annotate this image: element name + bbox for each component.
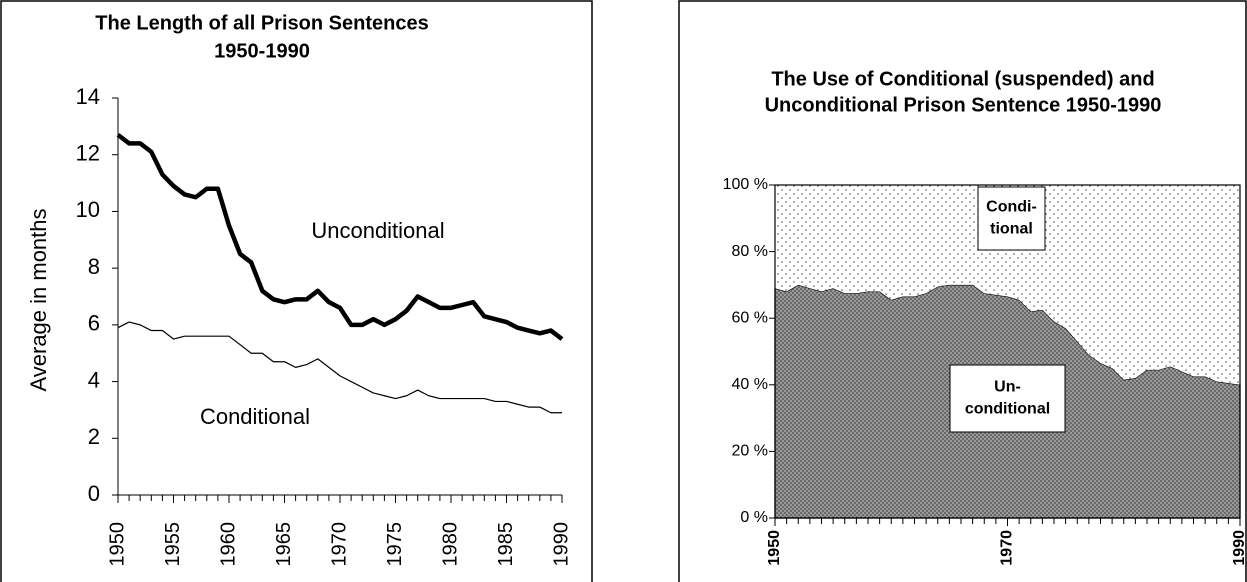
- y-tick-label: 10: [76, 197, 100, 222]
- y-tick-label: 2: [88, 424, 100, 449]
- y-tick-label: 40 %: [732, 376, 768, 393]
- chart-title: The Use of Conditional (suspended) and: [771, 68, 1154, 90]
- chart-title: 1950-1990: [214, 40, 310, 62]
- y-tick-label: 0 %: [740, 509, 768, 526]
- area-label-box: [949, 364, 1066, 433]
- x-tick-label: 1950: [766, 530, 783, 566]
- x-tick-label: 1975: [384, 522, 406, 567]
- y-tick-label: 8: [88, 254, 100, 279]
- legend-label: Unconditional: [311, 218, 444, 243]
- chart-title: The Length of all Prison Sentences: [95, 12, 428, 34]
- x-tick-label: 1960: [217, 522, 239, 567]
- legend-label: tional: [990, 221, 1033, 238]
- area-label-box: [977, 186, 1046, 251]
- x-tick-label: 1990: [550, 522, 572, 567]
- y-tick-label: 80 %: [732, 243, 768, 260]
- panel-frame: [0, 0, 593, 582]
- legend-label: Condi-: [986, 199, 1037, 216]
- y-tick-label: 20 %: [732, 443, 768, 460]
- y-tick-label: 100 %: [723, 176, 768, 193]
- area: [775, 185, 1240, 385]
- x-tick-label: 1950: [106, 522, 128, 567]
- y-tick-label: 6: [88, 311, 100, 336]
- x-tick-label: 1970: [999, 530, 1016, 566]
- x-tick-label: 1990: [1231, 530, 1247, 566]
- x-tick-label: 1985: [495, 522, 517, 567]
- x-tick-label: 1980: [439, 522, 461, 567]
- y-tick-label: 12: [76, 141, 100, 166]
- line: [117, 321, 562, 414]
- line: [116, 133, 564, 341]
- x-tick-label: 1970: [328, 522, 350, 567]
- x-tick-label: 1965: [273, 522, 295, 567]
- y-tick-label: 4: [88, 367, 100, 392]
- legend-label: conditional: [965, 401, 1050, 418]
- x-tick-label: 1955: [162, 522, 184, 567]
- chart-title: Unconditional Prison Sentence 1950-1990: [765, 94, 1162, 116]
- y-tick-label: 60 %: [732, 309, 768, 326]
- legend-label: Conditional: [200, 404, 310, 429]
- y-axis-label: Average in months: [26, 208, 51, 391]
- y-tick-label: 14: [76, 84, 100, 109]
- legend-label: Un-: [994, 379, 1021, 396]
- panel-frame: [678, 0, 1247, 582]
- y-tick-label: 0: [88, 481, 100, 506]
